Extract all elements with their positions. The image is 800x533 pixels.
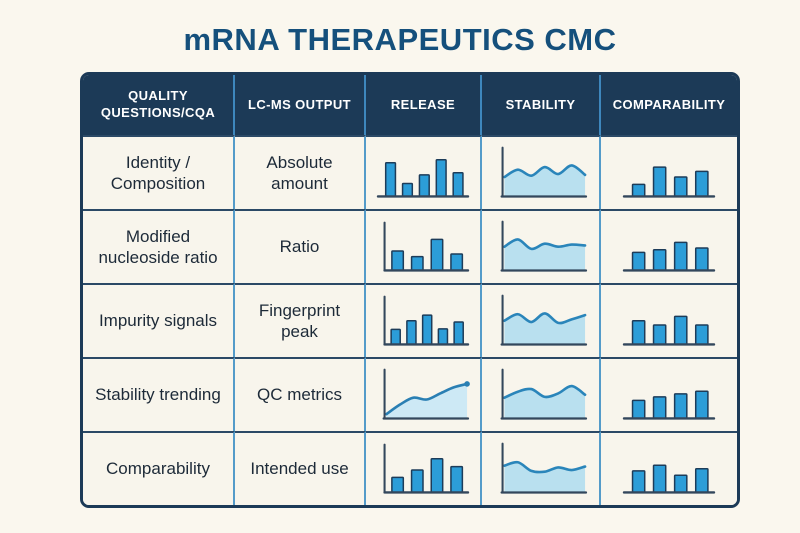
comparability-bar-chart-icon [622, 241, 716, 272]
lcms-output-label: Absolute amount [235, 135, 366, 209]
header-quality-questions: QUALITY QUESTIONS/CQA [83, 75, 235, 135]
header-stability: STABILITY [482, 75, 601, 135]
cqa-label: Impurity signals [83, 283, 235, 357]
comparability-bar-chart-icon [622, 464, 716, 494]
comparability-bar-chart-icon [622, 315, 716, 346]
cqa-label: Stability trending [83, 357, 235, 431]
lcms-output-label: QC metrics [235, 357, 366, 431]
release-line-chart-icon [382, 368, 470, 420]
release-bar-chart-icon [383, 443, 470, 494]
comparability-bar-chart-icon [622, 166, 716, 198]
stability-area-chart-icon [500, 294, 587, 346]
header-lcms-output: LC-MS OUTPUT [235, 75, 366, 135]
table-row-identity-composition: Identity / Composition Absolute amount [83, 135, 737, 209]
table-row-comparability: Comparability Intended use [83, 431, 737, 505]
page-title: mRNA THERAPEUTICS CMC [183, 22, 617, 57]
cqa-label: Identity / Composition [83, 135, 235, 209]
release-bar-chart-icon [383, 221, 470, 272]
table-row-modified-nucleoside: Modified nucleoside ratio Ratio [83, 209, 737, 283]
comparability-bar-chart-icon [622, 390, 716, 420]
release-bar-chart-icon [383, 295, 470, 346]
cqa-label: Modified nucleoside ratio [83, 209, 235, 283]
stability-area-chart-icon [500, 442, 587, 494]
lcms-output-label: Fingerprint peak [235, 283, 366, 357]
stability-area-chart-icon [500, 146, 587, 198]
stability-area-chart-icon [500, 368, 587, 420]
lcms-output-label: Intended use [235, 431, 366, 505]
release-bar-chart-icon [376, 159, 470, 198]
header-release: RELEASE [366, 75, 482, 135]
cmc-table: QUALITY QUESTIONS/CQA LC-MS OUTPUT RELEA… [80, 72, 740, 508]
cqa-label: Comparability [83, 431, 235, 505]
lcms-output-label: Ratio [235, 209, 366, 283]
table-header-row: QUALITY QUESTIONS/CQA LC-MS OUTPUT RELEA… [83, 75, 737, 135]
header-comparability: COMPARABILITY [601, 75, 737, 135]
table-row-impurity-signals: Impurity signals Fingerprint peak [83, 283, 737, 357]
stability-area-chart-icon [500, 220, 587, 272]
table-row-stability-trending: Stability trending QC metrics [83, 357, 737, 431]
